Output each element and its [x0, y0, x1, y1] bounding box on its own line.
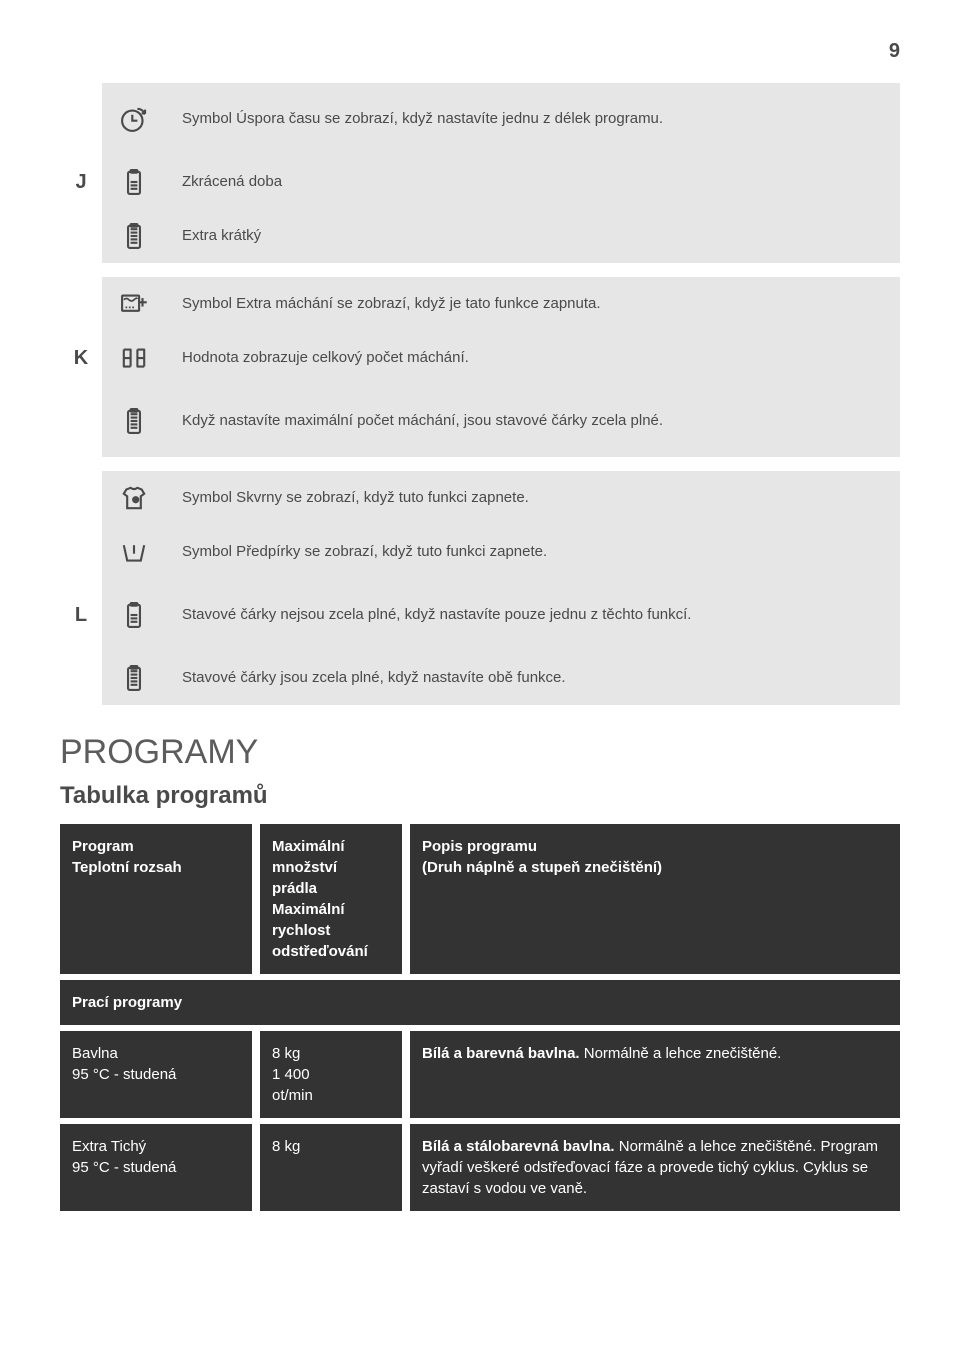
digits-icon	[102, 331, 166, 385]
table-header-col1: ProgramTeplotní rozsah	[60, 824, 260, 974]
section-l: Symbol Skvrny se zobrazí, když tuto funk…	[60, 471, 900, 705]
battery-full-icon	[102, 209, 166, 263]
table-cell: Extra Tichý95 °C - studená	[60, 1118, 260, 1211]
row-text: Když nastavíte maximální počet máchání, …	[166, 385, 900, 457]
table-row: Extra Tichý95 °C - studená 8 kg Bílá a s…	[60, 1118, 900, 1211]
battery-half-icon	[102, 155, 166, 209]
page-number: 9	[60, 40, 900, 63]
row-text: Hodnota zobrazuje celkový počet máchání.	[166, 331, 900, 385]
table-header-col3: Popis programu(Druh náplně a stupeň zneč…	[410, 824, 900, 974]
section-letter	[60, 525, 102, 579]
table-header-col2: MaximálnímnožstvíprádlaMaximálnírychlost…	[260, 824, 410, 974]
row-text: Symbol Úspora času se zobrazí, když nast…	[166, 83, 900, 155]
section-letter	[60, 209, 102, 263]
section-j: Symbol Úspora času se zobrazí, když nast…	[60, 83, 900, 263]
program-table: ProgramTeplotní rozsah Maximálnímnožství…	[60, 824, 900, 1211]
battery-full-icon	[102, 385, 166, 457]
clock-arrow-icon	[102, 83, 166, 155]
rinse-plus-icon	[102, 277, 166, 331]
row-text: Stavové čárky jsou zcela plné, když nast…	[166, 651, 900, 705]
section-letter	[60, 385, 102, 457]
section-letter	[60, 651, 102, 705]
table-subheader: Prací programy	[60, 974, 900, 1025]
table-cell: 8 kg1 400ot/min	[260, 1025, 410, 1118]
table-cell: 8 kg	[260, 1118, 410, 1211]
row-text: Symbol Extra máchání se zobrazí, když je…	[166, 277, 900, 331]
table-row: Bavlna95 °C - studená 8 kg1 400ot/min Bí…	[60, 1025, 900, 1118]
row-text: Extra krátký	[166, 209, 900, 263]
section-k: Symbol Extra máchání se zobrazí, když je…	[60, 277, 900, 457]
table-cell: Bílá a stálobarevná bavlna. Normálně a l…	[410, 1118, 900, 1211]
basin-icon	[102, 525, 166, 579]
row-text: Zkrácená doba	[166, 155, 900, 209]
section-letter	[60, 277, 102, 331]
table-cell: Bavlna95 °C - studená	[60, 1025, 260, 1118]
shirt-stain-icon	[102, 471, 166, 525]
section-letter-j: J	[60, 155, 102, 209]
heading-programy: PROGRAMY	[60, 733, 900, 772]
section-letter	[60, 471, 102, 525]
heading-tabulka: Tabulka programů	[60, 782, 900, 810]
battery-full-icon	[102, 651, 166, 705]
row-text: Stavové čárky nejsou zcela plné, když na…	[166, 579, 900, 651]
row-text: Symbol Skvrny se zobrazí, když tuto funk…	[166, 471, 900, 525]
section-letter	[60, 83, 102, 155]
row-text: Symbol Předpírky se zobrazí, když tuto f…	[166, 525, 900, 579]
table-cell: Bílá a barevná bavlna. Normálně a lehce …	[410, 1025, 900, 1118]
battery-half-icon	[102, 579, 166, 651]
section-letter-k: K	[60, 331, 102, 385]
section-letter-l: L	[60, 579, 102, 651]
